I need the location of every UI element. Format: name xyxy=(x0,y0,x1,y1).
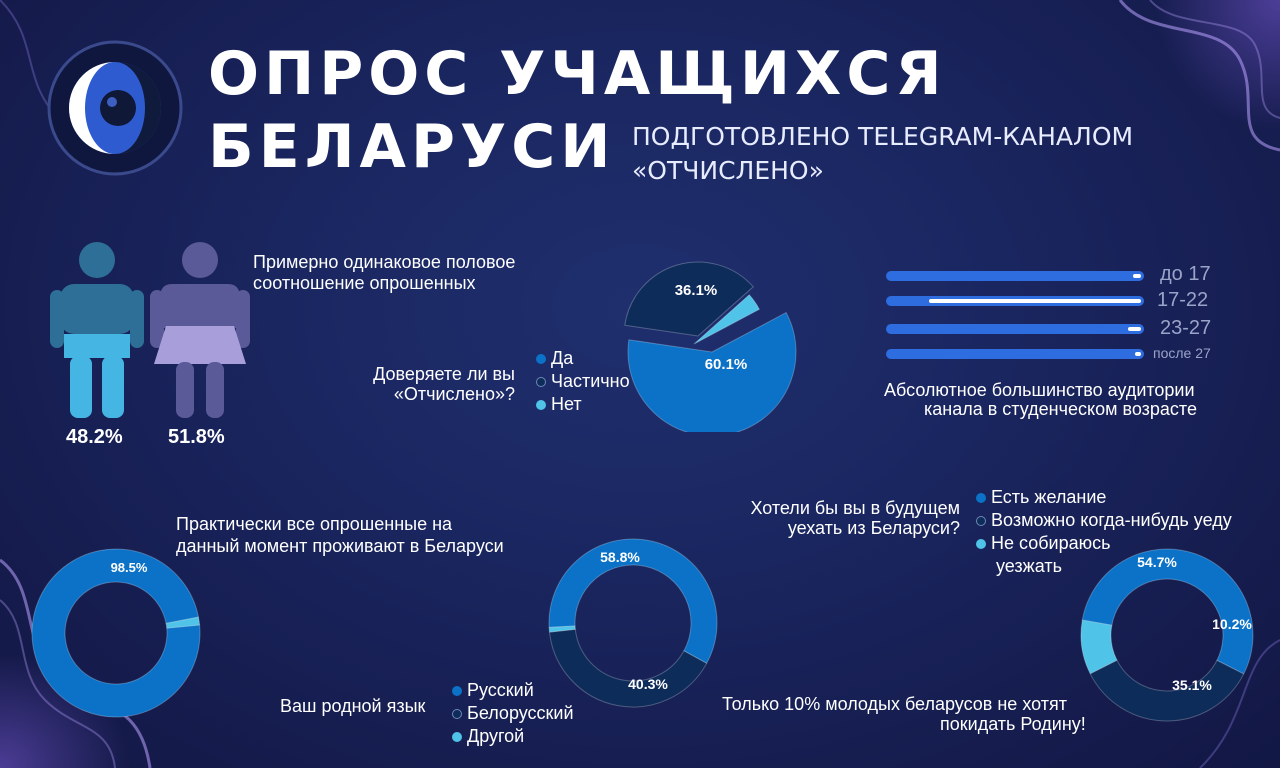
legend-dot-dark xyxy=(452,708,462,719)
legend-label: Возможно когда-нибудь уеду xyxy=(991,510,1232,530)
age-bar-track-1 xyxy=(886,271,1144,281)
legend-label: Нет xyxy=(551,394,582,414)
legend-dot-primary xyxy=(452,685,462,696)
legend-label: Русский xyxy=(467,680,534,700)
slice-2 xyxy=(165,616,201,629)
emigration-question-line-1: Хотели бы вы в будущем xyxy=(750,498,960,518)
age-bar-fill-4 xyxy=(1135,352,1141,356)
language-donut-chart: 58.8% 40.3% xyxy=(548,538,718,708)
data-label-1: 60.1% xyxy=(705,356,748,373)
emigration-footer-line-2: покидать Родину! xyxy=(940,714,1086,734)
age-label-4: после 27 xyxy=(1153,345,1211,361)
age-bar-fill-2 xyxy=(929,299,1141,303)
eye-logo-icon xyxy=(47,40,183,176)
emigration-question-line-2: уехать из Беларуси? xyxy=(787,518,960,538)
legend-item-want: Есть желание xyxy=(976,486,1232,509)
legend-dot-primary xyxy=(536,353,546,364)
page-title-line-1: ОПРОС УЧАЩИХСЯ xyxy=(208,39,947,109)
age-caption-line-2: канала в студенческом возрасте xyxy=(924,399,1197,419)
data-label-1: 58.8% xyxy=(600,549,640,565)
data-label-2: 36.1% xyxy=(675,282,718,299)
legend-item-other: Другой xyxy=(452,725,574,748)
age-label-1: до 17 xyxy=(1160,263,1211,285)
gender-caption-line-2: соотношение опрошенных xyxy=(253,273,476,293)
legend-label: Не собираюсь xyxy=(991,533,1111,553)
male-figure-icon xyxy=(50,242,144,418)
age-bar-track-3 xyxy=(886,324,1144,334)
data-label-2: 35.1% xyxy=(1172,677,1212,693)
slice-2 xyxy=(624,261,754,337)
legend-dot-dark xyxy=(976,515,986,526)
residence-caption-line-1: Практически все опрошенные на xyxy=(176,514,453,534)
age-bar-fill-3 xyxy=(1128,327,1141,331)
age-bar-track-4 xyxy=(886,349,1144,359)
emigration-legend: Есть желание Возможно когда-нибудь уеду … xyxy=(976,486,1232,578)
legend-dot-primary xyxy=(976,492,986,503)
legend-label: Да xyxy=(551,348,574,368)
female-figure-icon xyxy=(150,242,250,418)
data-label-2: 40.3% xyxy=(628,676,668,692)
subtitle-line-2: «ОТЧИСЛЕНО» xyxy=(632,156,824,185)
trust-pie-chart: 60.1% 36.1% xyxy=(624,261,797,432)
residence-caption-line-2: данный момент проживают в Беларуси xyxy=(176,536,504,556)
slice-3 xyxy=(548,625,576,633)
legend-label: Частично xyxy=(551,371,630,391)
legend-label: Есть желание xyxy=(991,487,1107,507)
legend-dot-dark xyxy=(536,376,546,387)
legend-item-belarusian: Белорусский xyxy=(452,702,574,725)
age-label-2: 17-22 xyxy=(1157,289,1209,311)
data-label-3: 10.2% xyxy=(1212,616,1252,632)
emigration-donut-chart: 54.7% 35.1% 10.2% xyxy=(1080,548,1254,722)
slice-1 xyxy=(31,548,201,718)
trust-question-line-2: «Отчислено»? xyxy=(393,384,515,404)
slice-2 xyxy=(548,628,708,708)
male-percent-label: 48.2% xyxy=(66,426,123,448)
language-legend: Русский Белорусский Другой xyxy=(452,679,574,748)
legend-item-no: Нет xyxy=(536,393,630,416)
gender-caption-line-1: Примерно одинаковое половое xyxy=(253,252,516,272)
trust-question-line-1: Доверяете ли вы xyxy=(373,364,515,384)
female-percent-label: 51.8% xyxy=(168,426,225,448)
legend-item-no-plans-cont: уезжать xyxy=(976,555,1232,578)
data-label-1: 54.7% xyxy=(1137,554,1177,570)
legend-item-russian: Русский xyxy=(452,679,574,702)
slice-2 xyxy=(1089,659,1245,722)
language-question: Ваш родной язык xyxy=(280,696,426,716)
legend-dot-light xyxy=(536,399,546,410)
subtitle-line-1: ПОДГОТОВЛЕНО TELEGRAM-КАНАЛОМ xyxy=(632,122,1134,151)
slice-1 xyxy=(548,538,718,664)
trust-legend: Да Частично Нет xyxy=(536,347,630,416)
residence-donut-chart: 98.5% xyxy=(31,548,201,718)
legend-dot-light xyxy=(452,731,462,742)
data-label-1: 98.5% xyxy=(111,560,148,575)
page-title-line-2: БЕЛАРУСИ xyxy=(208,112,616,182)
legend-label: Другой xyxy=(467,726,525,746)
legend-item-maybe: Возможно когда-нибудь уеду xyxy=(976,509,1232,532)
emigration-footer-line-1: Только 10% молодых беларусов не хотят xyxy=(722,694,1067,714)
slice-1 xyxy=(627,311,797,432)
legend-item-yes: Да xyxy=(536,347,630,370)
legend-dot-light xyxy=(976,538,986,549)
age-bar-fill-1 xyxy=(1133,274,1141,278)
legend-item-partially: Частично xyxy=(536,370,630,393)
legend-item-no-plans: Не собираюсь xyxy=(976,532,1232,555)
slice-3 xyxy=(1080,619,1118,675)
age-caption-line-1: Абсолютное большинство аудитории xyxy=(884,380,1195,400)
slice-1 xyxy=(1081,548,1254,675)
slice-3 xyxy=(693,294,761,345)
age-label-3: 23-27 xyxy=(1160,317,1212,339)
legend-label: Белорусский xyxy=(467,703,574,723)
legend-label: уезжать xyxy=(996,556,1062,576)
